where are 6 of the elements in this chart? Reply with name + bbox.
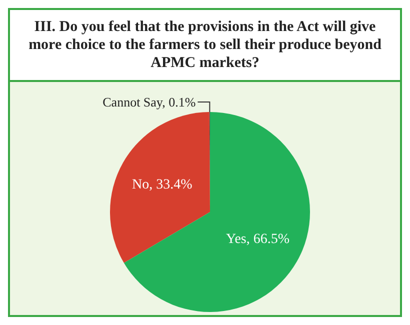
chart-title: III. Do you feel that the provisions in the Act will give more choice to the farmers to sell their produce beyond APMC markets? (10, 10, 400, 82)
slice-label: No, 33.4% (132, 177, 193, 192)
slice-label: Cannot Say, 0.1% (102, 94, 196, 110)
pie-slice (124, 112, 310, 312)
slice-label: Yes, 66.5% (226, 232, 290, 247)
pie-slice (110, 112, 210, 263)
